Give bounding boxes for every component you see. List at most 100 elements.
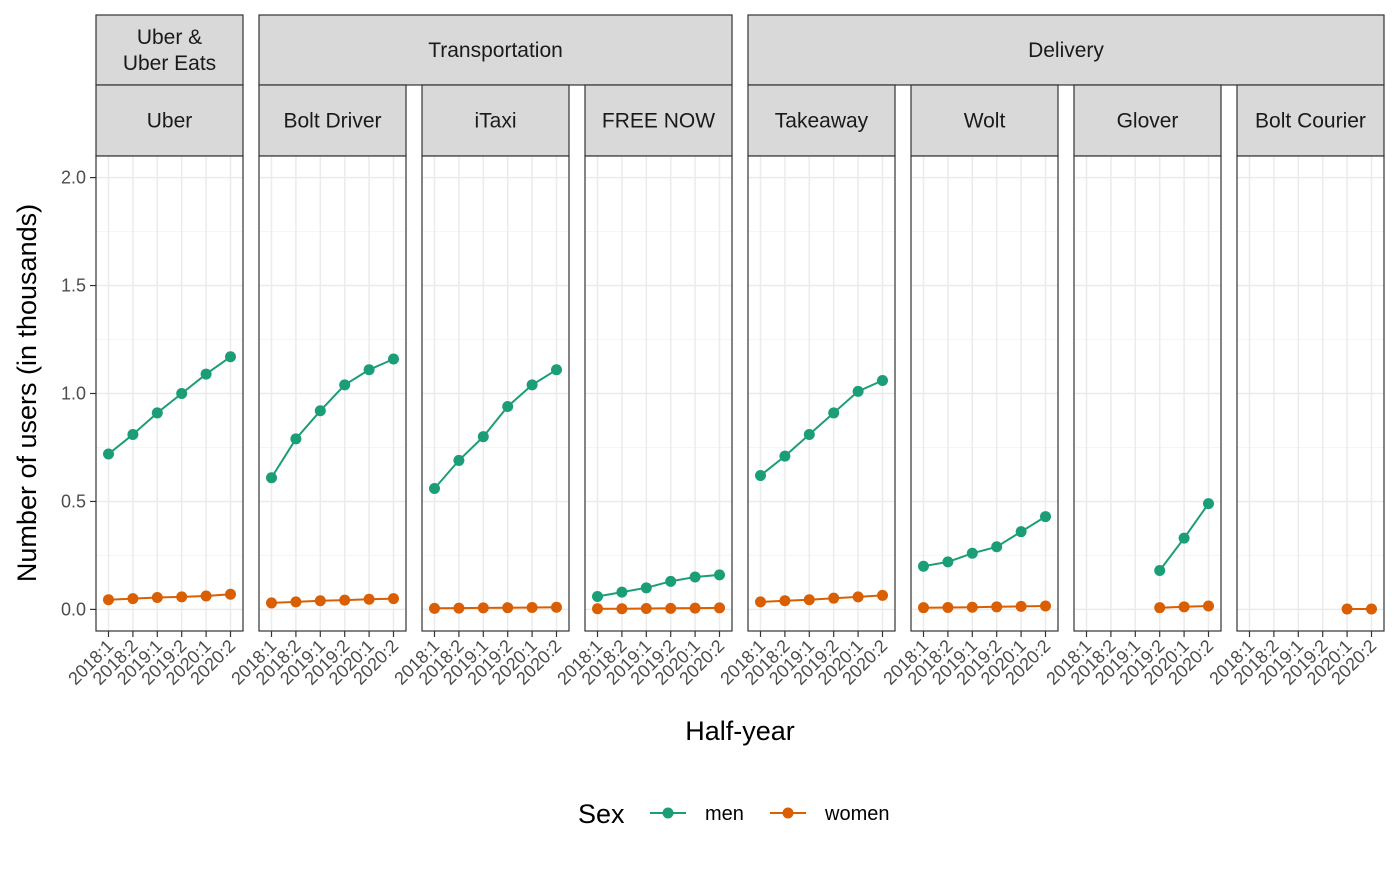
data-point-women xyxy=(1341,603,1353,615)
data-point-women xyxy=(388,593,399,605)
data-point-women xyxy=(502,602,514,614)
data-point-men xyxy=(388,353,399,365)
data-point-women xyxy=(477,602,489,614)
data-point-men xyxy=(266,472,277,484)
data-point-men xyxy=(551,364,562,376)
data-point-women xyxy=(290,596,302,608)
group-strip-1 xyxy=(258,14,733,86)
group-strip-0 xyxy=(95,14,244,86)
panel-glover: Glover2018:12018:22019:12019:22020:12020… xyxy=(1042,84,1222,689)
data-point-men xyxy=(1178,532,1190,544)
data-point-men xyxy=(1040,511,1051,523)
data-point-men xyxy=(1203,498,1214,510)
legend: Sex men women xyxy=(578,799,889,829)
x-axis-title: Half-year xyxy=(685,716,795,746)
data-point-men xyxy=(942,556,954,568)
y-tick-label: 0.0 xyxy=(61,599,86,619)
data-point-women xyxy=(689,602,701,614)
panel-strip xyxy=(258,84,407,157)
series-line-women xyxy=(597,606,720,610)
data-point-women xyxy=(714,602,725,614)
panel-border xyxy=(584,155,733,632)
data-point-men xyxy=(665,575,677,587)
group-strip-2 xyxy=(747,14,1385,86)
data-point-women xyxy=(640,603,652,615)
group-strip-label: Uber Eats xyxy=(123,52,216,75)
panel-strip xyxy=(910,84,1059,157)
y-tick-label: 1.0 xyxy=(61,384,86,404)
panel-border xyxy=(258,155,407,632)
group-strip-label: Delivery xyxy=(1028,39,1104,62)
data-point-women xyxy=(1203,600,1214,612)
data-point-men xyxy=(477,431,489,443)
panel-strip-label: Bolt Courier xyxy=(1255,110,1366,133)
legend-item-women: women xyxy=(770,803,889,825)
data-point-men xyxy=(991,541,1003,553)
data-point-men xyxy=(502,400,514,412)
series-line-women xyxy=(434,606,557,610)
data-point-men xyxy=(290,433,302,445)
panel-bolt-driver: Bolt Driver2018:12018:22019:12019:22020:… xyxy=(227,84,407,689)
legend-label: men xyxy=(705,803,744,825)
legend-title: Sex xyxy=(578,799,625,829)
panel-border xyxy=(747,155,896,632)
y-axis-title: Number of users (in thousands) xyxy=(12,204,42,582)
data-point-women xyxy=(828,592,840,604)
data-point-men xyxy=(1015,526,1027,538)
panel-border xyxy=(1236,155,1385,632)
panel-strip-label: Takeaway xyxy=(775,110,869,133)
panel-strip-label: Glover xyxy=(1117,110,1179,133)
data-point-men xyxy=(689,571,701,583)
panel-free-now: FREE NOW2018:12018:22019:12019:22020:120… xyxy=(553,84,733,689)
panel-strip xyxy=(747,84,896,157)
data-point-men xyxy=(755,470,766,482)
data-point-women xyxy=(363,593,375,605)
legend-label: women xyxy=(824,803,889,825)
data-point-men xyxy=(363,364,375,376)
panel-strip-label: iTaxi xyxy=(474,110,516,133)
panel-strip xyxy=(584,84,733,157)
panel-itaxi: iTaxi2018:12018:22019:12019:22020:12020:… xyxy=(390,84,570,689)
data-point-women xyxy=(942,601,954,613)
data-point-men xyxy=(200,368,212,380)
group-strip-label: Transportation xyxy=(428,39,563,62)
data-point-women xyxy=(551,601,562,613)
data-point-women xyxy=(665,602,677,614)
data-point-women xyxy=(755,596,766,608)
data-point-women xyxy=(1040,600,1051,612)
legend-item-men: men xyxy=(650,803,744,825)
panel-strip-label: Bolt Driver xyxy=(283,110,381,133)
panel-strip-label: FREE NOW xyxy=(602,110,715,133)
data-point-women xyxy=(200,590,212,602)
data-point-women xyxy=(314,595,326,607)
data-point-men xyxy=(803,429,815,441)
group-strip-label: Uber & xyxy=(137,26,202,49)
data-point-women xyxy=(176,591,188,603)
data-point-men xyxy=(918,560,929,572)
panel-takeaway: Takeaway2018:12018:22019:12019:22020:120… xyxy=(716,84,896,689)
data-point-women xyxy=(127,593,139,605)
data-point-women xyxy=(1154,602,1166,614)
data-point-men xyxy=(429,483,440,494)
data-point-women xyxy=(225,588,236,600)
data-point-women xyxy=(779,595,791,607)
panel-border xyxy=(910,155,1059,632)
legend-key-point xyxy=(662,807,674,819)
panel-strip xyxy=(1236,84,1385,157)
data-point-women xyxy=(339,594,351,606)
data-point-men xyxy=(151,407,163,419)
data-point-men xyxy=(1154,565,1166,577)
data-point-men xyxy=(225,351,236,363)
data-point-men xyxy=(828,407,840,419)
y-tick-label: 2.0 xyxy=(61,168,86,188)
data-point-women xyxy=(803,594,815,606)
y-tick-label: 0.5 xyxy=(61,491,86,511)
panel-border xyxy=(1073,155,1222,632)
data-point-men xyxy=(339,379,351,391)
panels: Uber2018:12018:22019:12019:22020:12020:2… xyxy=(64,84,1385,689)
panel-bolt-courier: Bolt Courier2018:12018:22019:12019:22020… xyxy=(1205,84,1385,689)
data-point-women xyxy=(616,603,628,615)
data-point-women xyxy=(1015,600,1027,612)
